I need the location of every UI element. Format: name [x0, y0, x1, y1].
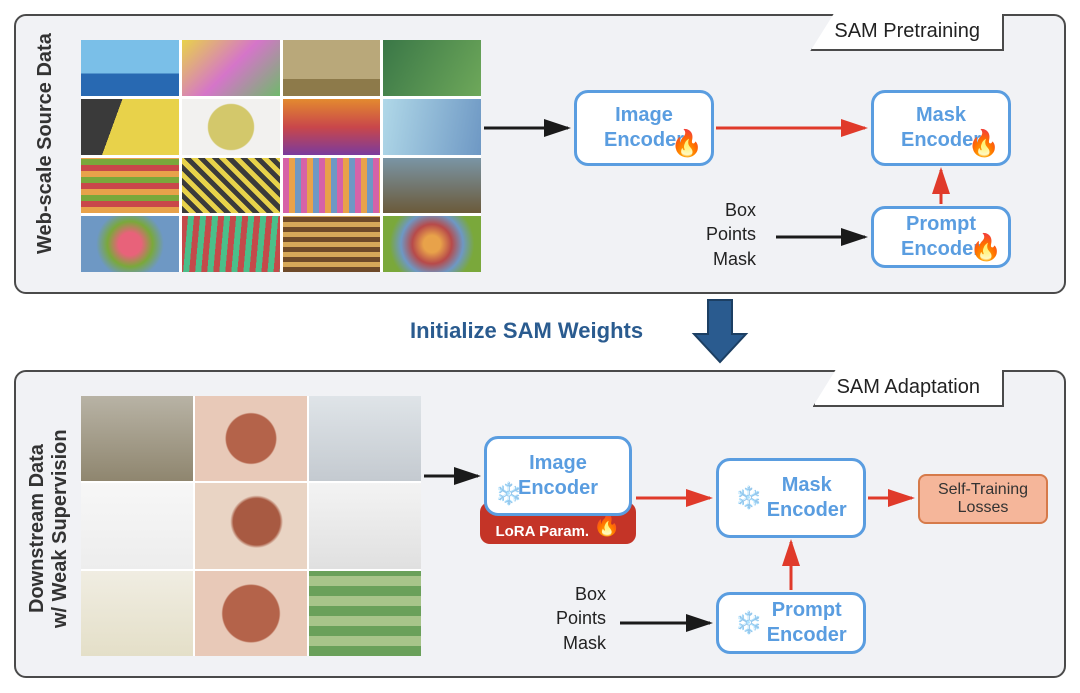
- arrow-prompts-to-promptenc: [776, 229, 867, 245]
- thumbnail: [283, 99, 381, 155]
- thumbnail: [283, 216, 381, 272]
- thumbnail: [81, 40, 179, 96]
- thumbnail: [309, 483, 421, 568]
- top-vertical-label: Web-scale Source Data: [34, 64, 57, 254]
- thumbnail: [182, 158, 280, 214]
- arrow-source-to-imgenc: [484, 120, 570, 136]
- source-image-grid: [81, 40, 481, 272]
- top-tab: SAM Pretraining: [810, 14, 1004, 51]
- arrow-maskenc-to-loss: [868, 490, 914, 506]
- thumbnail: [383, 158, 481, 214]
- thumbnail: [81, 483, 193, 568]
- snowflake-icon: ❄️: [495, 480, 522, 508]
- thumbnail: [309, 571, 421, 656]
- loss-box: Self-Training Losses: [918, 474, 1048, 524]
- fire-icon: 🔥: [968, 127, 1000, 160]
- thumbnail: [283, 40, 381, 96]
- prompt-encoder-box: Prompt Encoder 🔥: [871, 206, 1011, 268]
- arrow-prompts-to-promptenc-bottom: [620, 615, 712, 631]
- thumbnail: [383, 216, 481, 272]
- snowflake-icon: ❄️: [735, 484, 762, 512]
- mask-encoder-box-bottom: ❄️Mask Encoder: [716, 458, 866, 538]
- thumbnail: [195, 396, 307, 481]
- arrow-imgenc-to-maskenc: [716, 120, 867, 136]
- thumbnail: [383, 99, 481, 155]
- big-down-arrow-icon: [690, 296, 750, 366]
- thumbnail: [182, 99, 280, 155]
- thumbnail: [81, 396, 193, 481]
- mask-encoder-box: Mask Encoder 🔥: [871, 90, 1011, 166]
- prompt-types-label: Box Points Mask: [706, 198, 756, 271]
- fire-icon: 🔥: [671, 127, 703, 160]
- snowflake-icon: ❄️: [735, 609, 762, 637]
- downstream-image-grid: [81, 396, 421, 656]
- lora-params-label: LoRA Param.: [495, 523, 589, 540]
- thumbnail: [195, 483, 307, 568]
- thumbnail: [81, 99, 179, 155]
- prompt-types-label-bottom: Box Points Mask: [556, 582, 606, 655]
- prompt-encoder-box-bottom: ❄️Prompt Encoder: [716, 592, 866, 654]
- thumbnail: [81, 158, 179, 214]
- initialize-weights-label: Initialize SAM Weights: [410, 318, 643, 344]
- arrow-data-to-imgenc-bottom: [424, 468, 480, 484]
- prompt-encoder-label-bottom: Prompt Encoder: [767, 598, 847, 648]
- thumbnail: [182, 40, 280, 96]
- arrow-promptenc-to-maskenc: [933, 168, 949, 204]
- image-encoder-box: Image Encoder 🔥: [574, 90, 714, 166]
- mask-encoder-label-bottom: Mask Encoder: [767, 473, 847, 523]
- fire-icon: 🔥: [970, 231, 1002, 264]
- bottom-tab: SAM Adaptation: [813, 370, 1004, 407]
- thumbnail: [182, 216, 280, 272]
- thumbnail: [81, 571, 193, 656]
- arrow-promptenc-to-maskenc-bottom: [783, 540, 799, 590]
- thumbnail: [195, 571, 307, 656]
- thumbnail: [283, 158, 381, 214]
- arrow-imgenc-to-maskenc-bottom: [636, 490, 712, 506]
- bottom-vertical-label: Downstream Data w/ Weak Supervision: [26, 404, 72, 654]
- image-encoder-label-bottom: Image Encoder: [518, 451, 598, 501]
- bottom-panel: SAM Adaptation Downstream Data w/ Weak S…: [14, 370, 1066, 678]
- image-encoder-box-bottom: Image Encoder ❄️: [484, 436, 632, 516]
- top-panel: SAM Pretraining Web-scale Source Data Im…: [14, 14, 1066, 294]
- thumbnail: [81, 216, 179, 272]
- thumbnail: [383, 40, 481, 96]
- thumbnail: [309, 396, 421, 481]
- loss-label: Self-Training Losses: [938, 481, 1028, 517]
